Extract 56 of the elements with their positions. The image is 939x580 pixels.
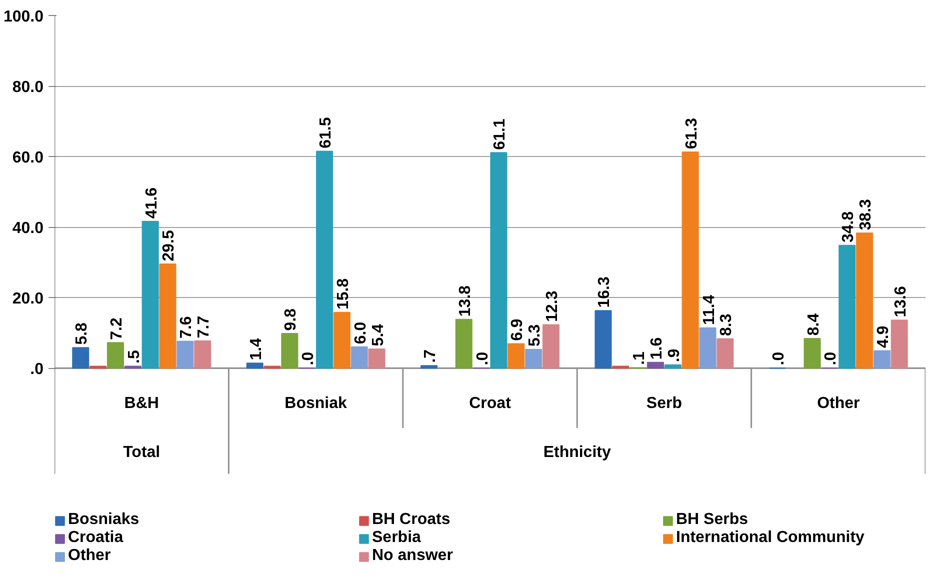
data-label: 15.8 [334, 278, 352, 310]
legend-label: Other [68, 547, 112, 565]
data-label: 13.8 [456, 285, 474, 317]
y-tick-label: .0 [30, 361, 44, 378]
x-tick-label: Croat [469, 394, 512, 412]
y-tick-label: 100.0 [3, 8, 44, 26]
legend-label: International Community [676, 529, 866, 547]
data-label: .0 [822, 352, 840, 366]
legend-label: No answer [372, 547, 454, 565]
x-tick-label: Bosniak [284, 394, 348, 412]
data-label: 29.5 [160, 230, 178, 262]
data-label: 34.8 [840, 211, 858, 243]
legend-label: Serbia [372, 529, 422, 547]
y-tick-label: 20.0 [12, 290, 44, 308]
data-label: 5.3 [526, 324, 544, 347]
data-label: 12.3 [544, 290, 561, 322]
text: Total [123, 444, 160, 462]
data-label: .5 [126, 350, 143, 364]
data-label: 4.9 [874, 326, 892, 348]
data-label: .0 [474, 352, 492, 366]
text: Ethnicity [543, 444, 611, 462]
y-tick-label: 60.0 [12, 150, 44, 167]
legend-label: Bosniaks [68, 511, 140, 529]
data-label: 7.2 [108, 318, 126, 340]
data-label: 61.3 [683, 118, 700, 150]
data-label: .0 [770, 352, 788, 366]
data-label: 1.4 [248, 338, 265, 360]
data-label: 5.8 [74, 322, 91, 345]
data-label: .7 [422, 349, 440, 363]
x-tick-label: Serb [646, 394, 682, 412]
data-label: 5.4 [370, 324, 387, 346]
data-label: 13.6 [892, 286, 910, 318]
data-label: 6.9 [509, 318, 526, 341]
data-label: 8.3 [718, 314, 736, 336]
data-label: 41.6 [143, 187, 160, 219]
data-label: 16.3 [596, 276, 614, 308]
x-tick-label: B&H [124, 394, 159, 412]
data-label: .1 [631, 351, 648, 365]
data-label: .9 [666, 348, 683, 362]
legend-label: Croatia [68, 529, 124, 547]
data-label: 11.4 [700, 294, 718, 326]
data-label: 61.1 [492, 118, 509, 150]
data-label: 6.0 [352, 322, 370, 344]
y-tick-label: 40.0 [12, 220, 44, 238]
data-label: 1.6 [648, 337, 666, 360]
y-tick-label: 80.0 [12, 79, 44, 96]
data-label: 7.6 [178, 316, 196, 338]
legend-label: BH Serbs [676, 511, 750, 529]
data-label: 38.3 [858, 198, 875, 230]
data-label: 7.7 [196, 316, 213, 338]
x-tick-label: Other [817, 394, 860, 412]
data-label: .0 [300, 352, 318, 366]
legend-label: BH Croats [372, 511, 452, 529]
data-label: 9.8 [282, 308, 300, 331]
data-label: 8.4 [805, 313, 822, 336]
data-label: 61.5 [318, 117, 335, 148]
